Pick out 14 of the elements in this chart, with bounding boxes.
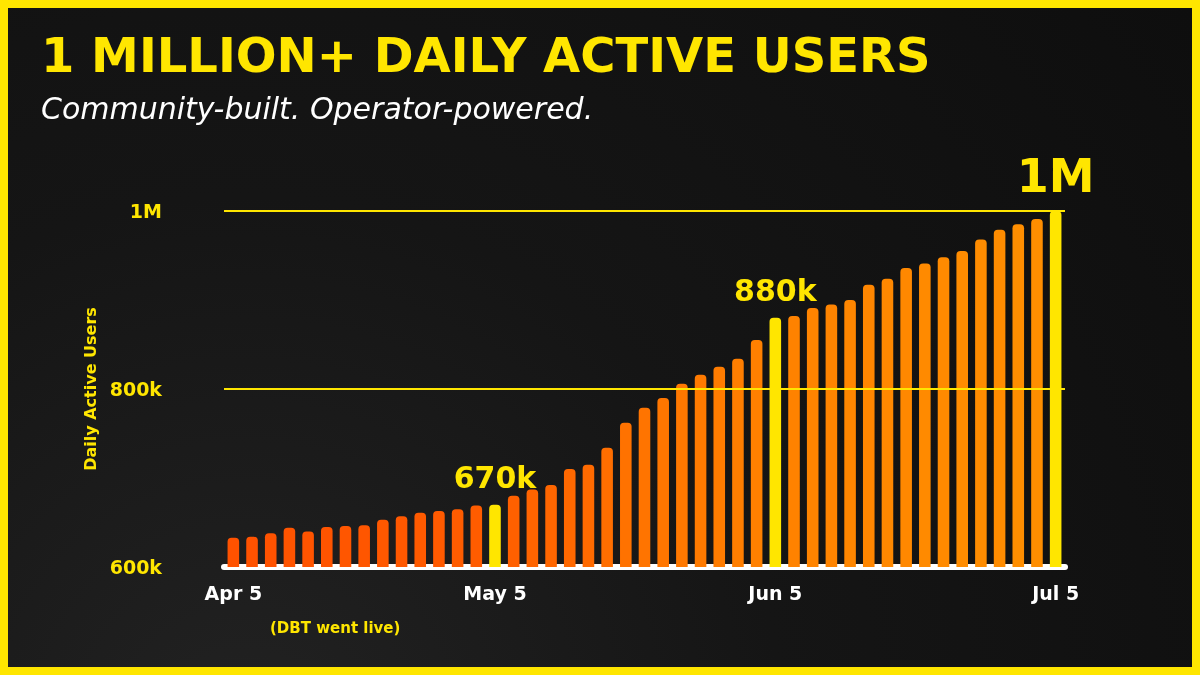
chart-title: 1 MILLION+ DAILY ACTIVE USERS [41, 27, 931, 83]
data-label: 1M [1016, 149, 1095, 203]
x-tick-label: Jul 5 [1030, 581, 1080, 604]
data-label: 880k [734, 273, 818, 309]
x-tick-label: May 5 [463, 581, 527, 604]
y-tick-label: 600k [109, 556, 163, 578]
data-label: 670k [453, 460, 538, 496]
y-axis-title: Daily Active Users [81, 307, 101, 471]
y-tick-label: 800k [109, 378, 163, 400]
text: (DBT went live) [270, 618, 401, 637]
x-tick-label: Jun 5 [746, 581, 803, 604]
chart-subtitle: Community-built. Operator-powered. [41, 90, 594, 126]
x-tick-label: Apr 5 [204, 581, 263, 604]
y-tick-label: 1M [129, 200, 162, 222]
